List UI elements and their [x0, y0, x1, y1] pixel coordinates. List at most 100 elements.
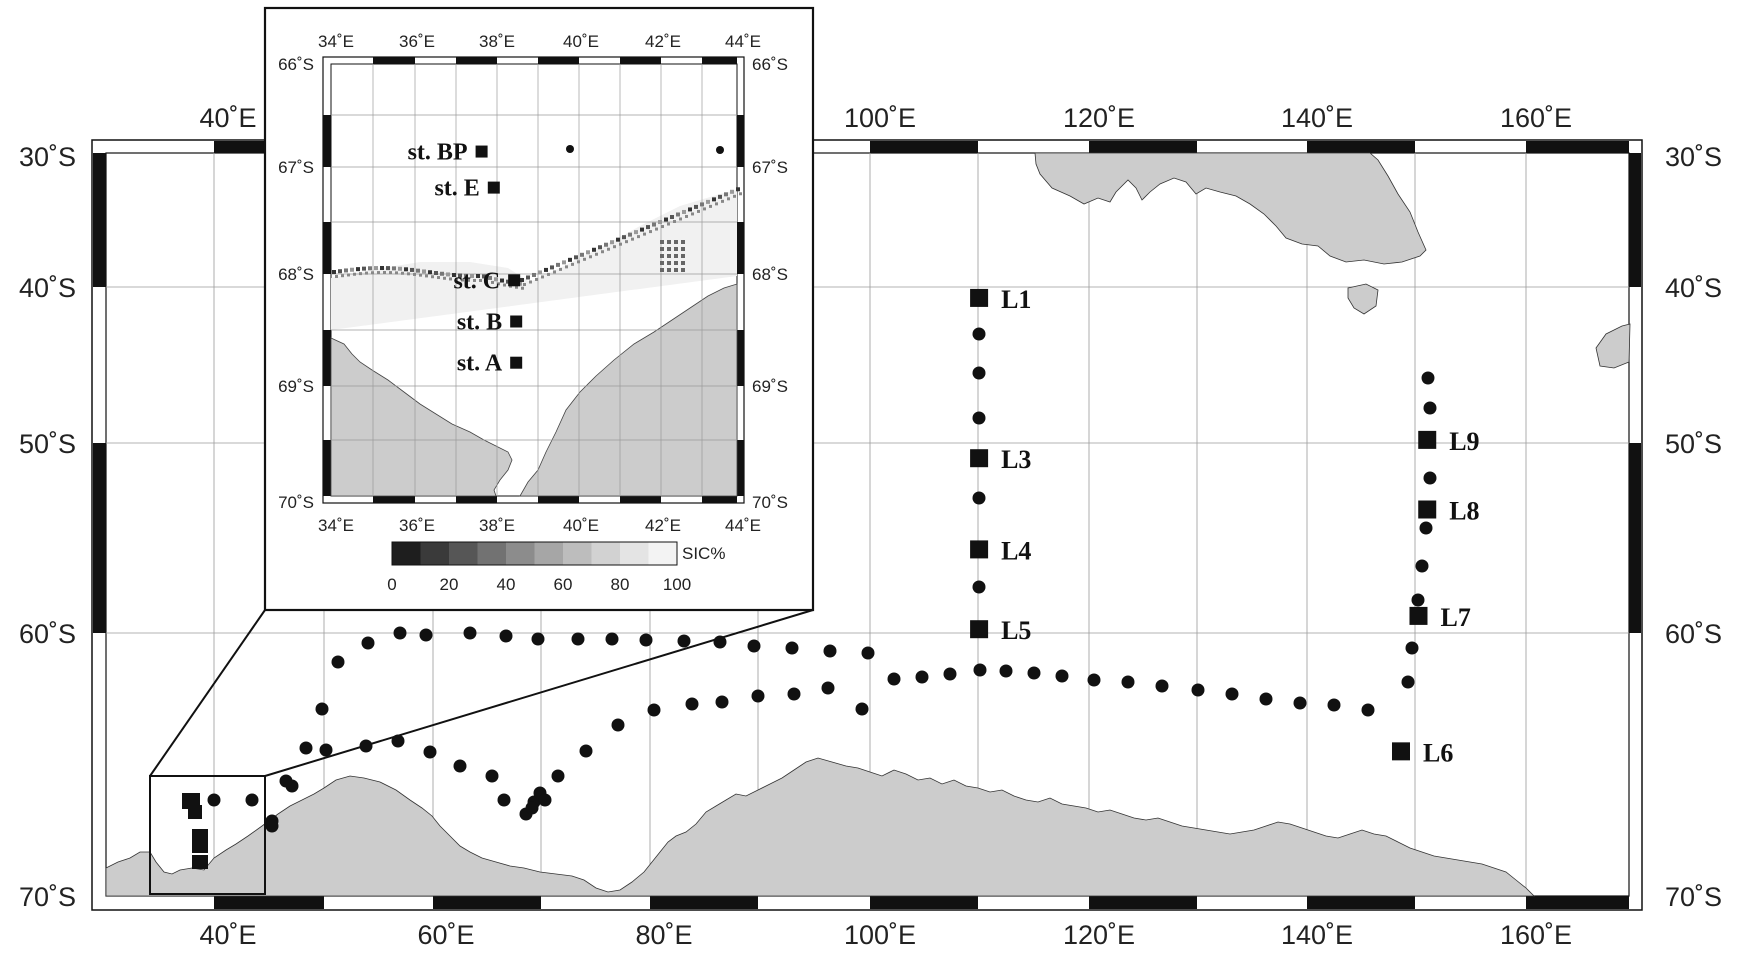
ice-cell: [674, 247, 678, 251]
ice-cell: [586, 250, 590, 255]
track-dot: [331, 655, 345, 669]
lat-label-30-left: 30˚S: [19, 142, 76, 172]
colorbar-tick-20: 20: [440, 575, 459, 594]
ice-cell: [377, 271, 380, 275]
ice-cell: [341, 274, 344, 278]
ice-cell: [628, 232, 632, 237]
track-dot: [1421, 371, 1435, 385]
track-dot: [751, 689, 765, 703]
lat-label-60-right: 60˚S: [1665, 619, 1722, 649]
antarctic-stations: [182, 793, 208, 869]
ice-cell: [386, 266, 390, 271]
ice-cell: [395, 271, 398, 275]
ice-cell: [455, 278, 458, 282]
ice-cell: [700, 202, 704, 207]
ice-cell: [419, 273, 422, 277]
colorbar-cell: [534, 542, 563, 565]
lon-label-100: 100˚E: [844, 103, 916, 133]
track-dot: [823, 644, 837, 658]
new-zealand: [1595, 323, 1631, 369]
ice-cell: [715, 202, 718, 206]
track-dot: [571, 632, 585, 646]
sea-ice-zone: [331, 190, 737, 330]
station-label: L7: [1440, 603, 1470, 632]
ice-cell: [562, 260, 566, 265]
ice-cell: [344, 268, 348, 273]
inset-lon-44-top: 44˚E: [725, 32, 761, 51]
ice-cell: [479, 278, 482, 282]
lat-label-60-left: 60˚S: [19, 619, 76, 649]
station-marker: [1409, 606, 1428, 625]
ice-cell: [482, 274, 486, 279]
ice-cell: [592, 247, 596, 252]
ice-cell: [721, 199, 724, 203]
ice-cell: [640, 227, 644, 232]
station-label: L3: [1001, 445, 1031, 474]
ice-cell: [500, 278, 504, 283]
station-label: L8: [1449, 497, 1479, 526]
lon-label-140-bottom: 140˚E: [1281, 920, 1353, 950]
colorbar-cell: [591, 542, 620, 565]
ice-cell: [649, 230, 652, 234]
colorbar-tick-80: 80: [611, 575, 630, 594]
inset-station-marker: [510, 315, 523, 328]
ice-cell: [670, 215, 674, 219]
ice-cell: [634, 230, 638, 235]
colorbar-tick-0: 0: [387, 575, 396, 594]
station-marker: [970, 449, 989, 468]
inset-lat-68-right: 68˚S: [752, 265, 788, 284]
ice-cell: [383, 271, 386, 275]
ice-cell: [660, 240, 664, 244]
track-dot: [1401, 675, 1415, 689]
ice-cell: [625, 240, 628, 244]
inset-station-marker: [475, 145, 488, 158]
track-dot: [423, 745, 437, 759]
ice-cell: [398, 266, 402, 271]
sic-colorbar: SIC% 0 20 40 60 80 100: [387, 541, 725, 594]
track-dot: [579, 744, 593, 758]
track-dot: [821, 681, 835, 695]
station-marker: [1391, 742, 1410, 761]
inset-station-marker: [508, 274, 521, 287]
ice-cell: [350, 267, 354, 272]
lat-label-30-right: 30˚S: [1665, 142, 1722, 172]
track-dot: [1419, 521, 1433, 535]
inset-lat-66-right: 66˚S: [752, 55, 788, 74]
inset-station-label: st. B: [457, 310, 502, 336]
ice-cell: [658, 220, 662, 225]
ice-cell: [660, 247, 664, 251]
track-dot: [639, 633, 653, 647]
ice-cell: [488, 275, 492, 280]
track-dot: [499, 629, 513, 643]
antarctica-coast: [105, 757, 1535, 897]
lon-label-40: 40˚E: [199, 103, 256, 133]
colorbar-cell: [648, 542, 677, 565]
inset-lat-67-left: 67˚S: [278, 158, 314, 177]
track-dot: [611, 718, 625, 732]
ice-cell: [353, 272, 356, 276]
ice-cell: [667, 240, 671, 244]
station-marker: [970, 540, 989, 559]
ice-cell: [598, 245, 602, 250]
ice-cell: [544, 267, 548, 272]
track-dot: [497, 793, 511, 807]
station-label: L9: [1449, 427, 1479, 456]
track-dot: [605, 632, 619, 646]
lat-label-70-left: 70˚S: [19, 882, 76, 912]
ice-cell: [559, 267, 562, 271]
ice-cell: [706, 199, 710, 204]
track-dot: [972, 491, 986, 505]
ice-cell: [362, 266, 366, 271]
ice-cell: [461, 278, 464, 282]
ice-cell: [616, 237, 620, 242]
ice-cell: [404, 267, 408, 272]
ice-cell: [440, 271, 444, 276]
ice-cell: [685, 214, 688, 218]
track-dot: [1293, 696, 1307, 710]
station-marker: [1418, 500, 1437, 519]
lon-label-120: 120˚E: [1063, 103, 1135, 133]
track-dot: [207, 793, 221, 807]
track-dot: [713, 635, 727, 649]
ice-cell: [556, 262, 560, 267]
track-dot: [1411, 593, 1425, 607]
